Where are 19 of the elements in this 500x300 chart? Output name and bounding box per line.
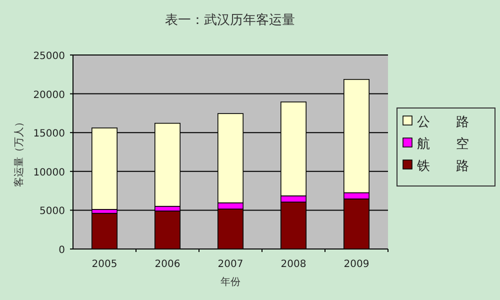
bar	[154, 210, 180, 250]
y-axis-title: 客运量（万人）	[13, 117, 25, 187]
y-tick-label: 0	[58, 245, 65, 256]
x-tick-label: 2009	[344, 259, 370, 270]
y-tick-label: 10000	[33, 167, 65, 178]
y-tick-label: 25000	[33, 51, 65, 62]
legend-label: 公 路	[417, 114, 469, 129]
y-tick-label: 20000	[33, 90, 65, 101]
y-tick-label: 15000	[33, 128, 65, 140]
chart-title: 表一：武汉历年客运量	[165, 12, 295, 28]
legend-label: 航 空	[417, 136, 469, 151]
x-tick-label: 2008	[280, 259, 306, 270]
x-tick-label: 2005	[92, 259, 118, 270]
y-tick-label: 5000	[40, 206, 65, 218]
x-tick-label: 2006	[154, 259, 180, 270]
x-tick-label: 2007	[218, 259, 244, 270]
x-axis-title: 年份	[220, 276, 240, 288]
legend-label: 铁 路	[416, 158, 469, 173]
bar	[92, 212, 118, 250]
